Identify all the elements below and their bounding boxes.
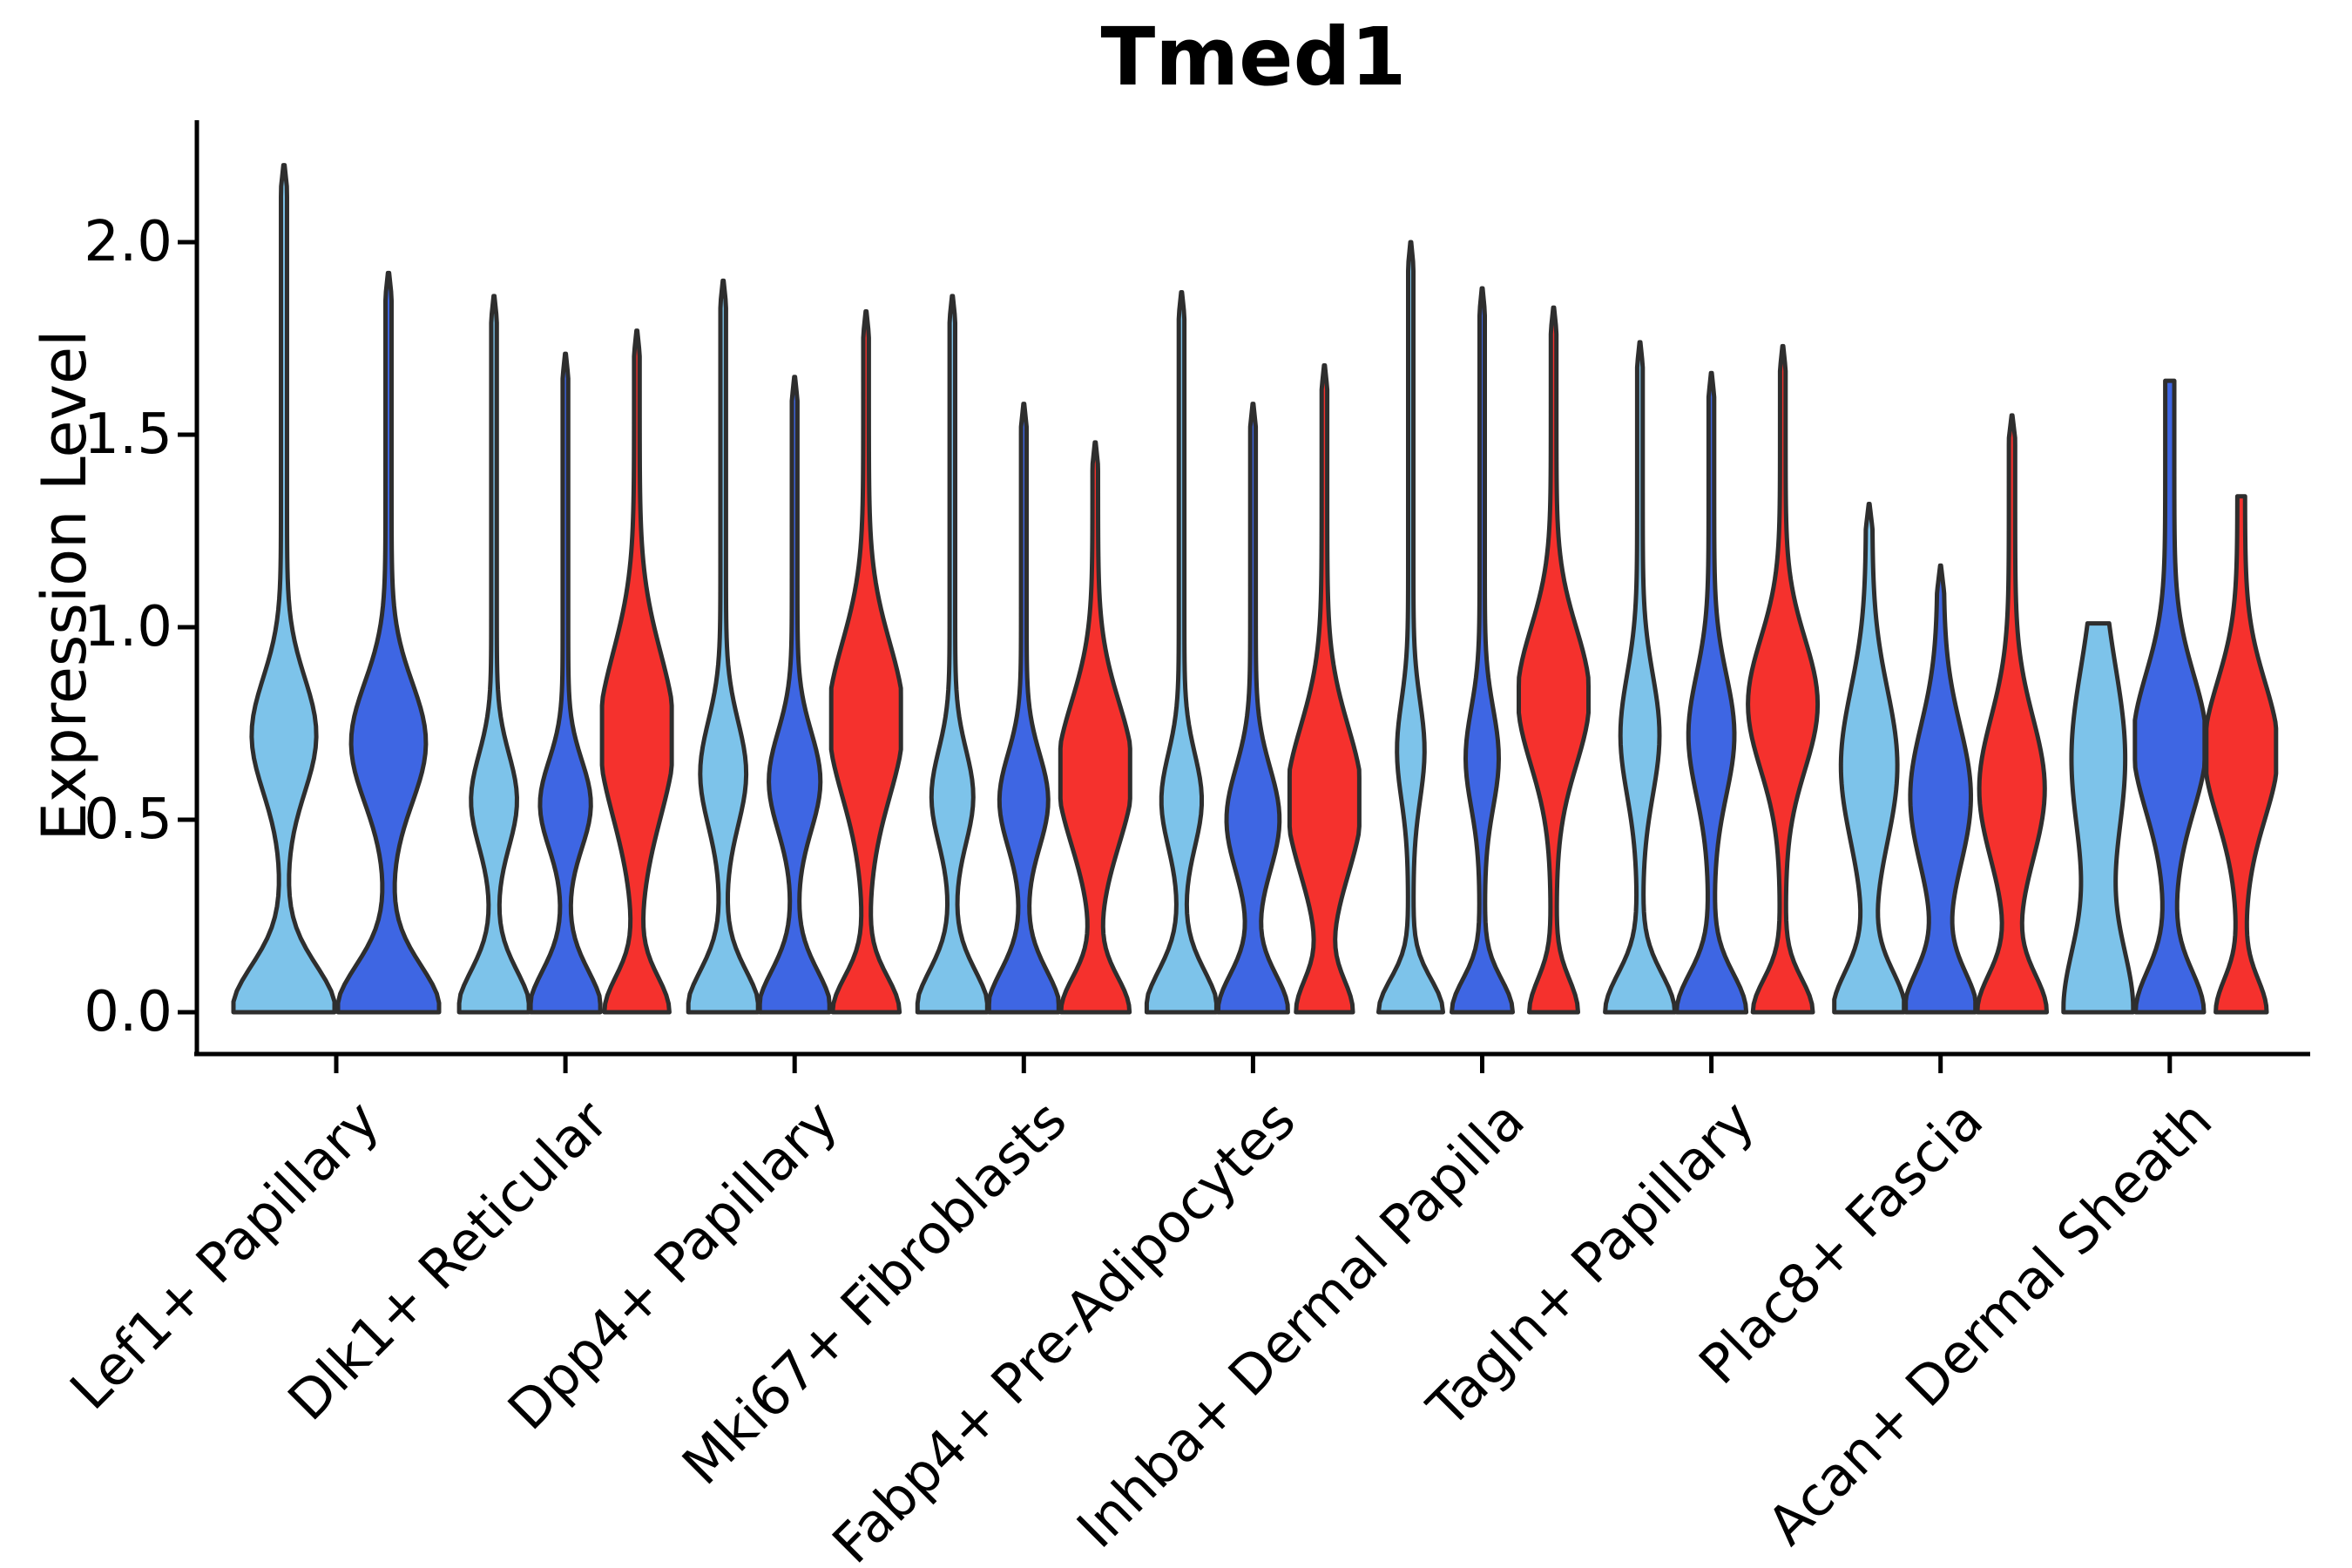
violin-tagln-papillary-light_blue bbox=[1603, 340, 1678, 1015]
page-title: Tmed1 bbox=[1100, 10, 1407, 104]
violin-inhba-dermal-papilla-red bbox=[1517, 305, 1591, 1015]
violin-mki67-fibroblasts-dark_blue bbox=[986, 402, 1061, 1015]
violin-acan-dermal-sheath-light_blue bbox=[2061, 621, 2136, 1015]
violin-plac8-fascia-red bbox=[1975, 413, 2050, 1015]
violin-dpp4-papillary-dark_blue bbox=[757, 375, 832, 1015]
violin-acan-dermal-sheath-dark_blue bbox=[2132, 378, 2207, 1015]
violin-fabp4-pre-adipocytes-dark_blue bbox=[1215, 402, 1290, 1015]
violin-plac8-fascia-light_blue bbox=[1832, 502, 1907, 1015]
violin-mki67-fibroblasts-red bbox=[1058, 440, 1132, 1015]
y-tick-label-1.5: 1.5 bbox=[84, 402, 172, 467]
y-tick-label-2.0: 2.0 bbox=[84, 210, 172, 274]
violin-lef1-papillary-light_blue bbox=[231, 163, 337, 1015]
violin-acan-dermal-sheath-red bbox=[2204, 494, 2279, 1015]
violin-dlk1-reticular-red bbox=[599, 328, 674, 1015]
y-tick-label-1.0: 1.0 bbox=[84, 595, 172, 659]
violin-plac8-fascia-dark_blue bbox=[1903, 563, 1978, 1015]
violin-inhba-dermal-papilla-light_blue bbox=[1376, 240, 1445, 1015]
violin-dpp4-papillary-light_blue bbox=[686, 278, 760, 1015]
violin-fabp4-pre-adipocytes-light_blue bbox=[1144, 289, 1219, 1015]
violin-dlk1-reticular-dark_blue bbox=[528, 351, 603, 1015]
violin-inhba-dermal-papilla-dark_blue bbox=[1450, 286, 1515, 1015]
violin-tagln-papillary-red bbox=[1746, 343, 1821, 1015]
violin-tagln-papillary-dark_blue bbox=[1674, 370, 1749, 1015]
violin-dpp4-papillary-red bbox=[828, 309, 903, 1015]
violin-mki67-fibroblasts-light_blue bbox=[915, 294, 990, 1015]
violin-fabp4-pre-adipocytes-red bbox=[1287, 362, 1362, 1015]
violin-dlk1-reticular-light_blue bbox=[456, 294, 531, 1015]
y-tick-label-0.5: 0.5 bbox=[84, 787, 172, 852]
violin-lef1-papillary-dark_blue bbox=[335, 270, 442, 1015]
y-tick-label-0.0: 0.0 bbox=[84, 980, 172, 1044]
